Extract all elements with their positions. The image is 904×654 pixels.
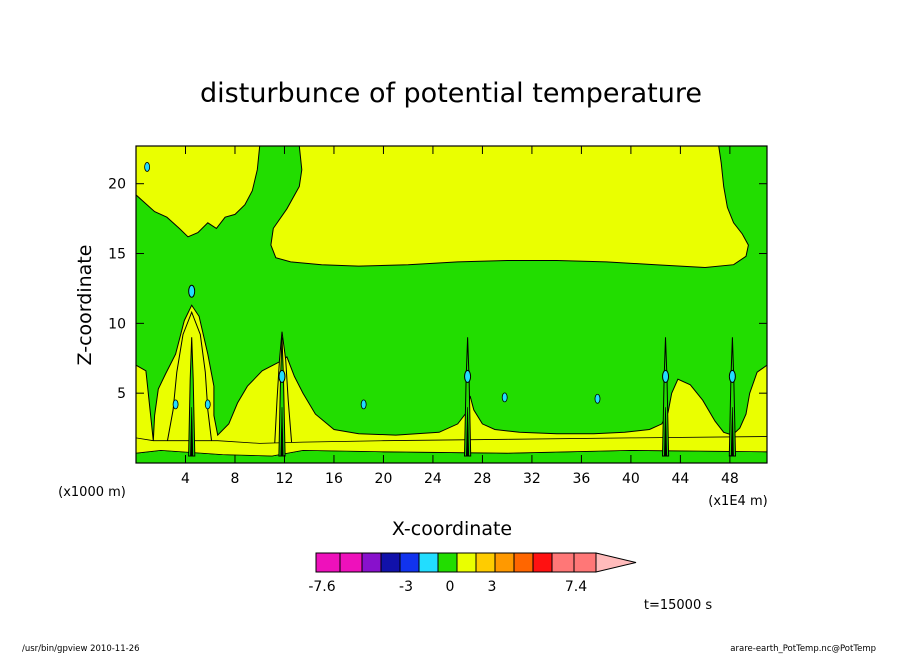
plume-top-3 (464, 369, 472, 383)
x-tick-label: 4 (181, 471, 190, 487)
x-tick-label: 8 (231, 471, 240, 487)
colorbar-bin (437, 552, 458, 573)
y-tick-label: 5 (117, 386, 126, 402)
x-tick-label: 16 (325, 471, 343, 487)
plume-core-line-3 (465, 407, 470, 457)
colorbar-bin (315, 552, 341, 573)
x-tick-label: 44 (671, 471, 689, 487)
plume-core-1 (165, 310, 214, 451)
colorbar-bin (339, 552, 363, 573)
small-anomaly-4 (501, 392, 508, 403)
footer-right: arare-earth_PotTemp.nc@PotTemp (730, 644, 876, 654)
plume-core-line-4 (663, 407, 668, 457)
plume-top-4 (662, 369, 670, 383)
y-tick-label: 15 (108, 247, 126, 263)
plume-core-line-2 (280, 407, 284, 457)
x-tick-label: 20 (375, 471, 393, 487)
plume-stem-5 (728, 337, 737, 457)
plume-top-2 (278, 369, 286, 383)
plume-stem-1 (188, 337, 196, 457)
colorbar-extension (595, 552, 637, 573)
plume-core-line-5 (730, 407, 734, 457)
plume-top-1 (188, 284, 196, 298)
plume-top-5 (728, 369, 736, 383)
x-tick-label: 12 (276, 471, 294, 487)
colorbar-bin (475, 552, 496, 573)
x-unit-label: (x1000 m) (58, 485, 126, 500)
x-tick-label: 48 (721, 471, 739, 487)
y-axis: 5 10 15 20 (108, 177, 767, 402)
y-axis-label: Z-coordinate (74, 245, 96, 366)
colorbar-labels: -7.6 -3 0 3 7.4 (308, 579, 587, 595)
small-anomaly-5 (594, 393, 601, 404)
plume-stem-4 (661, 337, 670, 457)
colorbar-bin (513, 552, 534, 573)
plume-core-line-1 (190, 407, 194, 457)
colorbar-bin (573, 552, 597, 573)
colorbar-bin (494, 552, 515, 573)
chart-title: disturbunce of potential temperature (200, 78, 702, 109)
x-tick-label: 28 (474, 471, 492, 487)
colorbar-bin (551, 552, 575, 573)
small-anomaly-1 (172, 399, 179, 410)
colorbar-bin (418, 552, 439, 573)
y-tick-label: 20 (108, 177, 126, 193)
colorbar-bin (361, 552, 382, 573)
contour-region-negative (136, 146, 767, 441)
colorbar-bin (399, 552, 420, 573)
x-tick-label: 36 (572, 471, 590, 487)
colorbar (315, 552, 637, 573)
colorbar-label: 3 (488, 579, 497, 595)
colorbar-label: -3 (399, 579, 413, 595)
contour-field (136, 146, 767, 463)
small-anomaly-3 (144, 162, 151, 172)
colorbar-label: -7.6 (308, 579, 335, 595)
plot-area (135, 145, 768, 464)
colorbar-bin (380, 552, 401, 573)
x-axis-label: X-coordinate (392, 518, 512, 540)
lower-positive-band (136, 436, 767, 457)
colorbar-bin (532, 552, 553, 573)
x-axis: 4 8 12 16 20 24 28 32 36 40 44 48 (181, 146, 739, 487)
small-anomaly-6 (360, 399, 367, 410)
x-tick-label: 32 (523, 471, 541, 487)
y-tick-label: 10 (108, 316, 126, 332)
footer-left: /usr/bin/gpview 2010-11-26 (22, 644, 140, 654)
time-label: t=15000 s (644, 598, 712, 613)
x-exponent-label: (x1E4 m) (708, 494, 767, 509)
colorbar-label: 0 (446, 579, 455, 595)
colorbar-label: 7.4 (565, 579, 587, 595)
colorbar-bin (456, 552, 477, 573)
x-tick-label: 40 (622, 471, 640, 487)
plot-frame (135, 145, 768, 464)
x-tick-label: 24 (424, 471, 442, 487)
small-anomaly-2 (204, 399, 211, 410)
plume-stem-3 (463, 337, 472, 457)
